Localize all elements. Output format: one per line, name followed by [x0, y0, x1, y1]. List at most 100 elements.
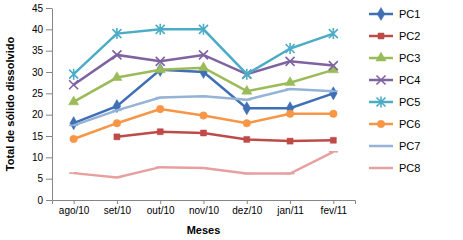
series — [69, 89, 338, 125]
axis-line — [53, 201, 356, 205]
tick-label: dez/10 — [232, 205, 262, 216]
marker — [156, 105, 164, 113]
tick-label: 35 — [32, 45, 44, 56]
plot: 051015202530354045ago/10set/10out/10nov/… — [32, 3, 356, 216]
tick-mark — [46, 29, 52, 30]
tick-mark — [247, 200, 248, 204]
tick-mark — [117, 200, 118, 204]
marker — [243, 102, 251, 115]
legend-label: PC1 — [399, 8, 420, 20]
marker — [69, 80, 78, 89]
tick-mark — [46, 157, 52, 158]
tick-mark — [46, 200, 52, 201]
marker — [156, 97, 165, 99]
marker — [287, 138, 293, 144]
tick: nov/10 — [189, 200, 219, 216]
marker — [114, 134, 120, 140]
tick-label: jan/11 — [276, 205, 304, 216]
series — [69, 24, 338, 80]
tick-label: out/10 — [147, 205, 175, 216]
tick-label: 10 — [32, 152, 44, 163]
series — [69, 152, 338, 178]
y-axis: 051015202530354045 — [32, 3, 53, 206]
legend-marker — [377, 7, 385, 20]
legend: PC1PC2PC3PC4PC5PC6PC7PC8 — [369, 7, 420, 174]
tick-label: set/10 — [104, 205, 132, 216]
legend-marker — [377, 76, 386, 85]
marker — [113, 100, 121, 113]
marker — [200, 112, 208, 120]
tick-label: 25 — [32, 88, 44, 99]
tick-label: fev/11 — [321, 205, 348, 216]
tick-mark — [74, 200, 75, 204]
marker — [286, 57, 295, 66]
legend-label: PC7 — [399, 140, 420, 152]
marker — [330, 87, 338, 100]
marker — [329, 151, 338, 153]
marker — [329, 61, 338, 70]
marker — [243, 119, 251, 127]
marker — [113, 119, 121, 127]
tick-mark — [46, 51, 52, 52]
marker — [329, 28, 338, 39]
marker — [198, 62, 208, 71]
legend-label: PC4 — [399, 74, 420, 86]
tick-label: ago/10 — [59, 205, 90, 216]
marker — [199, 50, 208, 59]
tick: 25 — [32, 88, 52, 99]
marker — [199, 96, 208, 98]
tick: 5 — [37, 173, 52, 184]
marker — [286, 173, 295, 175]
marker — [199, 24, 208, 35]
tick-mark — [46, 72, 52, 73]
legend-line — [369, 145, 393, 148]
legend-marker — [378, 33, 384, 39]
legend-marker — [376, 52, 386, 61]
tick-label: 0 — [37, 195, 43, 206]
x-axis-title: Meses — [187, 224, 221, 236]
tick: 30 — [32, 67, 52, 78]
legend-item: PC8 — [369, 162, 420, 174]
tick: 20 — [32, 109, 52, 120]
marker — [330, 137, 336, 143]
legend-line — [369, 167, 393, 170]
legend-item: PC6 — [369, 118, 420, 130]
legend-marker — [377, 97, 386, 108]
tick: 10 — [32, 152, 52, 163]
marker — [112, 72, 122, 81]
marker — [199, 167, 208, 169]
tick: set/10 — [104, 200, 132, 216]
tick-label: 20 — [32, 109, 44, 120]
line — [74, 109, 334, 139]
tick-mark — [46, 115, 52, 116]
tick-mark — [46, 136, 52, 137]
marker — [329, 90, 338, 92]
marker — [112, 110, 121, 112]
marker — [285, 77, 295, 86]
tick: fev/11 — [321, 200, 348, 216]
line — [117, 132, 333, 141]
chart: 051015202530354045ago/10set/10out/10nov/… — [0, 0, 463, 240]
tick: dez/10 — [232, 200, 262, 216]
tick-mark — [46, 8, 52, 9]
marker — [112, 50, 121, 59]
marker — [157, 129, 163, 135]
legend-label: PC5 — [399, 96, 420, 108]
legend-item: PC3 — [369, 52, 420, 64]
tick-label: nov/10 — [189, 205, 219, 216]
y-axis-title: Total de sólido dissolvido — [4, 37, 16, 172]
tick: 35 — [32, 45, 52, 56]
series — [69, 50, 338, 89]
tick-mark — [46, 93, 52, 94]
legend-item: PC7 — [369, 140, 420, 152]
legend-item: PC4 — [369, 74, 420, 86]
tick-label: 30 — [32, 67, 44, 78]
marker — [156, 57, 165, 66]
marker — [112, 177, 121, 179]
marker — [156, 166, 165, 168]
marker — [242, 99, 251, 101]
series — [114, 129, 336, 144]
axis-line — [52, 9, 53, 201]
series — [70, 105, 337, 142]
series — [70, 63, 337, 129]
